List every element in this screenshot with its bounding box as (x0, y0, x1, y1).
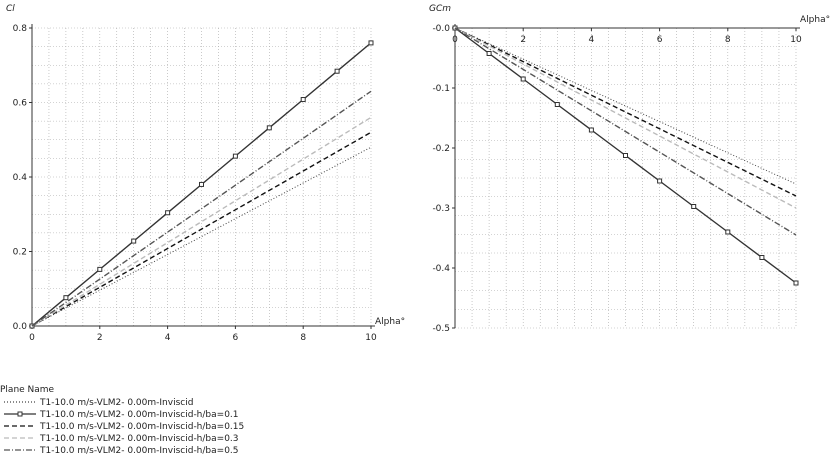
legend-title: Plane Name (0, 385, 55, 395)
y-tick-label: 0.2 (13, 248, 27, 258)
x-tick-label: 0 (29, 333, 35, 343)
y-axis-label: Cl (6, 4, 15, 14)
x-tick-label: 0 (452, 35, 458, 45)
grid (454, 27, 797, 329)
chart-1: 0.0 0.2 0.4 0.6 0.8 0 2 4 6 8 10 Cl Alpha° (6, 4, 405, 343)
x-tick-label: 2 (520, 35, 526, 45)
x-tick-label: 10 (365, 333, 377, 343)
series-point (334, 68, 340, 74)
y-tick-label: -0.0 (432, 24, 450, 34)
x-tick-label: 8 (300, 333, 306, 343)
series-point (199, 181, 204, 187)
series-point (725, 229, 731, 235)
series-line-3 (454, 27, 797, 197)
y-tick-label: -0.3 (432, 204, 450, 214)
x-tick-label: 2 (97, 333, 103, 343)
series-point (232, 153, 238, 159)
legend: Plane Name T1-10.0 m/s-VLM2- 0.00m-Invisc… (0, 385, 244, 456)
legend-marker (17, 411, 23, 417)
legend-entry: T1-10.0 m/s-VLM2- 0.00m-Inviscid-h/ba=0.… (39, 422, 244, 432)
series-line-4 (454, 27, 797, 209)
y-tick-label: -0.4 (432, 264, 450, 274)
series-point (63, 295, 69, 301)
y-tick-label: 0.8 (13, 24, 28, 34)
series-point (554, 102, 560, 107)
x-tick-label: 4 (589, 35, 595, 45)
series-line-1 (454, 27, 797, 185)
y-tick-label: -0.1 (432, 84, 450, 94)
series-point (486, 51, 492, 56)
series-line-4 (31, 116, 372, 327)
y-axis-label: GCm (429, 4, 451, 14)
series-point (131, 238, 137, 244)
series-point (691, 204, 697, 209)
y-tick-label: 0.6 (13, 99, 28, 109)
x-tick-label: 10 (790, 35, 802, 45)
y-tick-label: 0.0 (13, 322, 28, 332)
x-tick-label: 6 (657, 35, 663, 45)
legend-entry: T1-10.0 m/s-VLM2- 0.00m-Inviscid (39, 398, 193, 408)
x-tick-label: 8 (725, 35, 731, 45)
charts-area: 0.00.20.40.60.80 2 4 6 8 10ClAlpha°-0.0-0.1-0… (6, 4, 830, 343)
series-line-3 (31, 131, 372, 327)
y-tick-label: -0.2 (432, 144, 450, 154)
x-axis-label: Alpha° (375, 317, 405, 327)
series-point (97, 266, 103, 272)
chart-2: -0.0 -0.1 -0.2 -0.3 -0.4 -0.5 0 2 4 6 8 10 GCm Alpha° (429, 4, 830, 334)
grid (31, 27, 372, 327)
series-point (588, 127, 594, 133)
y-tick-label: -0.5 (432, 324, 450, 334)
series-point (793, 280, 799, 286)
series-line-1 (31, 146, 372, 327)
x-tick-label: 4 (165, 333, 171, 343)
series-point (520, 76, 526, 82)
legend-entry: T1-10.0 m/s-VLM2- 0.00m-Inviscid-h/ba=0.… (39, 446, 239, 456)
series-point (368, 40, 374, 46)
series-point (300, 97, 306, 103)
series-point (657, 178, 663, 184)
series-line-5 (454, 27, 797, 236)
x-axis-label: Alpha° (800, 15, 830, 25)
series-point (623, 153, 628, 158)
series-point (165, 210, 171, 216)
series-point (759, 255, 765, 260)
x-tick-label: 6 (233, 333, 239, 343)
y-tick-label: 0.4 (13, 173, 28, 183)
series-line-5 (31, 90, 372, 327)
legend-entry: T1-10.0 m/s-VLM2- 0.00m-Inviscid-h/ba=0.… (39, 434, 239, 444)
legend-entry: T1-10.0 m/s-VLM2- 0.00m-Inviscid-h/ba=0.… (39, 410, 239, 420)
series-point (266, 125, 272, 131)
